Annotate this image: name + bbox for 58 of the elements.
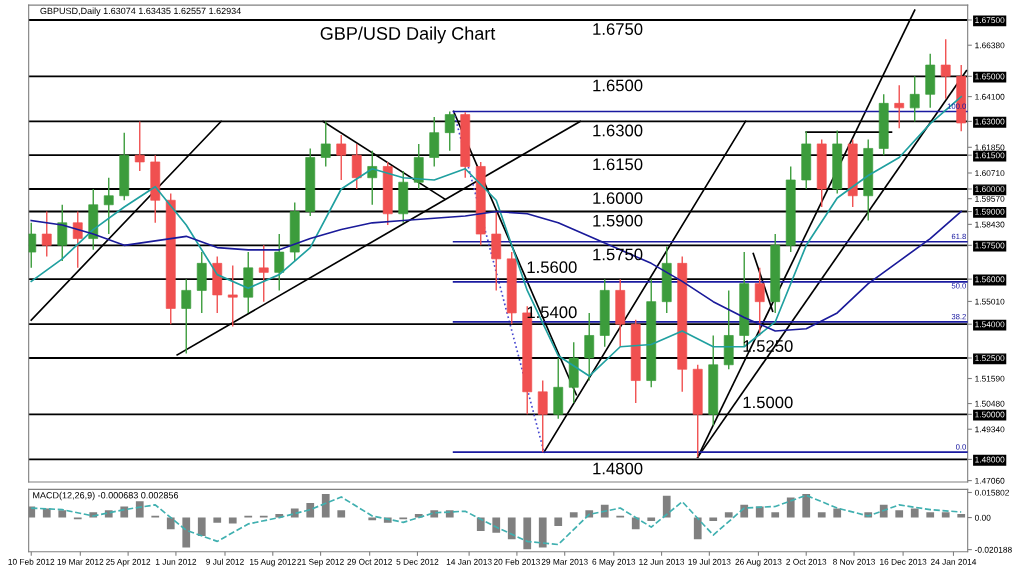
y-tick-label: 1.60000 (975, 186, 1005, 193)
x-tick-label: 1 Jun 2012 (155, 558, 197, 565)
ref-line-label: 1.4800 (593, 462, 643, 475)
x-tick-label: 24 Jan 2014 (930, 558, 977, 565)
y-tick-label: 1.59570 (975, 195, 1005, 202)
y-tick-label: 1.60710 (975, 170, 1005, 177)
ref-line-label: 1.5900 (593, 214, 643, 227)
y-tick-label: 1.50480 (975, 400, 1005, 407)
y-tick-label: 1.50000 (975, 411, 1005, 418)
ref-line-label: 1.5600 (527, 261, 577, 274)
y-tick-label: 1.59000 (975, 208, 1005, 215)
x-tick-label: 5 Dec 2012 (396, 558, 439, 565)
y-tick-label: 1.66380 (975, 42, 1005, 49)
x-tick-label: 20 Feb 2013 (493, 558, 540, 565)
ref-line-label: 1.6500 (593, 79, 643, 92)
chart-title: MACD(12,26,9) -0.000683 0.002856 (33, 491, 179, 501)
ref-line-label: 1.6150 (593, 158, 643, 171)
y-tick-label: 1.57500 (975, 242, 1005, 249)
ref-line-label: 1.6750 (593, 23, 643, 35)
x-tick-label: 21 Sep 2012 (297, 558, 344, 567)
text: GBP/USD Daily Chart (320, 26, 496, 44)
x-tick-label: 16 Dec 2013 (880, 558, 927, 565)
x-tick-label: 19 Jul 2013 (688, 558, 731, 565)
x-tick-label: 19 Mar 2012 (57, 558, 104, 565)
x-tick-label: 29 Mar 2013 (541, 558, 588, 565)
x-tick-label: 9 Jul 2012 (206, 558, 244, 565)
y-tick-label: 1.47060 (975, 477, 1005, 484)
y-tick-label: 1.61500 (975, 152, 1005, 159)
y-tick-label: 0.015802 (974, 489, 1009, 496)
y-tick-label: 1.48000 (975, 456, 1005, 463)
x-tick-label: 29 Oct 2012 (347, 558, 392, 565)
y-tick-label: 1.61850 (975, 144, 1005, 151)
x-tick-label: 14 Jan 2013 (446, 558, 492, 565)
x-tick-label: 2 Oct 2013 (786, 558, 827, 565)
ref-line-label: 1.5000 (743, 396, 793, 409)
x-tick-label: 8 Nov 2013 (833, 558, 875, 565)
ref-line-label: 1.6000 (593, 192, 643, 205)
y-tick-label: 1.58430 (975, 221, 1005, 228)
y-tick-label: 0.00 (974, 514, 991, 521)
y-tick-label: 1.54000 (975, 321, 1005, 328)
x-tick-label: 25 Apr 2012 (106, 558, 151, 567)
y-tick-label: 1.65000 (975, 73, 1005, 80)
x-tick-label: 10 Feb 2012 (8, 558, 55, 565)
ref-line-label: 1.6300 (593, 124, 643, 137)
x-tick-label: 12 Jun 2013 (639, 558, 685, 565)
y-tick-label: -0.020188 (974, 546, 1012, 553)
annotation: GBPUSD,Daily 1.63074 1.63435 1.62557 1.62934 (40, 7, 241, 16)
y-tick-label: 1.49340 (975, 426, 1005, 433)
y-tick-label: 1.67500 (975, 17, 1005, 24)
y-tick-label: 1.55010 (975, 298, 1005, 305)
x-tick-label: 6 May 2013 (592, 558, 636, 567)
x-tick-label: 26 Aug 2013 (735, 558, 782, 567)
y-tick-label: 1.56000 (975, 276, 1005, 283)
y-tick-label: 1.52500 (975, 355, 1005, 362)
x-tick-label: 15 Aug 2012 (250, 558, 296, 567)
y-tick-label: 1.51590 (975, 375, 1005, 382)
y-tick-label: 1.63000 (975, 118, 1005, 125)
y-tick-label: 1.64100 (975, 93, 1005, 100)
